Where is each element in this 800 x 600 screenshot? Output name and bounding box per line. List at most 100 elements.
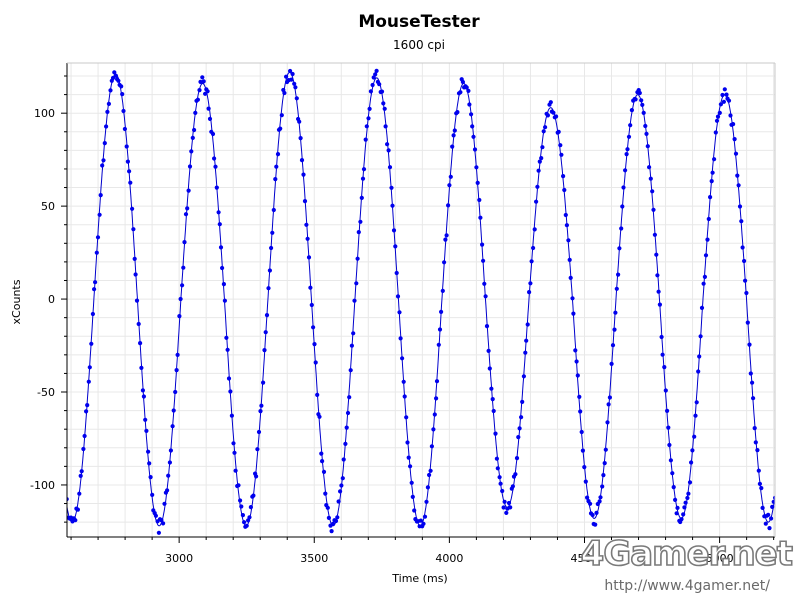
data-point — [323, 491, 328, 496]
data-point — [302, 199, 308, 204]
data-point — [254, 474, 259, 479]
data-point — [491, 408, 496, 414]
data-point — [214, 185, 219, 190]
data-point — [183, 212, 189, 217]
data-point — [110, 75, 116, 81]
data-point — [521, 374, 527, 379]
data-point — [470, 124, 475, 129]
data-point — [329, 529, 334, 534]
data-point — [667, 442, 672, 448]
data-point — [408, 464, 413, 469]
data-point — [161, 521, 166, 526]
data-point — [177, 314, 182, 319]
data-point — [311, 325, 316, 330]
data-point — [540, 145, 545, 150]
data-point — [577, 394, 582, 399]
data-point — [717, 110, 722, 115]
data-point — [705, 237, 710, 242]
data-point — [143, 417, 148, 422]
data-point — [397, 310, 402, 315]
data-point — [489, 386, 494, 391]
data-point — [108, 88, 113, 93]
data-point — [73, 518, 78, 523]
data-point — [200, 75, 205, 80]
data-point — [84, 409, 89, 414]
data-point — [467, 102, 472, 107]
x-tick-label: 4500 — [570, 552, 598, 565]
data-point — [602, 461, 607, 466]
data-point — [226, 376, 232, 381]
data-point — [517, 426, 522, 431]
data-point — [94, 250, 99, 255]
data-point — [256, 429, 262, 435]
data-point — [320, 459, 325, 464]
data-point — [217, 222, 222, 227]
data-point — [105, 109, 110, 114]
x-axis-ticks: 3000 3500 4000 4500 5000 — [70, 537, 775, 565]
data-point — [571, 311, 576, 316]
data-point — [556, 129, 561, 134]
data-point — [370, 82, 375, 88]
data-point — [247, 515, 252, 520]
data-point — [212, 156, 217, 161]
data-point — [645, 144, 650, 149]
data-point — [674, 511, 679, 516]
data-point — [255, 447, 260, 452]
data-point — [497, 475, 502, 480]
data-point — [405, 440, 410, 445]
y-tick-label: 50 — [41, 200, 55, 213]
data-point — [385, 142, 390, 147]
data-point — [220, 265, 225, 271]
data-point — [218, 245, 224, 250]
data-point — [735, 173, 740, 178]
data-point — [686, 491, 691, 496]
data-point — [421, 521, 426, 526]
data-point — [351, 331, 356, 336]
data-series — [67, 68, 775, 535]
data-point — [475, 180, 480, 185]
data-point — [240, 513, 245, 518]
data-point — [498, 481, 503, 486]
data-point — [317, 414, 322, 419]
data-point — [92, 287, 97, 292]
data-point — [290, 71, 295, 77]
data-point — [755, 448, 760, 453]
data-point — [75, 507, 80, 512]
data-point — [238, 498, 243, 503]
data-point — [675, 505, 680, 510]
data-point — [308, 285, 313, 290]
data-point — [639, 98, 644, 103]
data-point — [668, 458, 674, 463]
data-point — [598, 495, 603, 500]
data-point — [562, 187, 567, 193]
data-point — [628, 123, 633, 128]
data-point — [278, 126, 283, 131]
data-point — [532, 227, 537, 232]
data-point — [389, 185, 394, 190]
data-point — [86, 379, 91, 384]
data-point — [579, 429, 584, 435]
data-point — [146, 449, 151, 454]
data-point — [141, 394, 146, 399]
data-point — [374, 68, 379, 73]
data-point — [381, 101, 386, 106]
data-point — [643, 123, 648, 129]
data-point — [740, 245, 745, 250]
data-point — [144, 428, 149, 433]
data-point — [484, 324, 490, 329]
data-point — [655, 273, 660, 278]
data-point — [757, 481, 763, 486]
data-point — [425, 485, 430, 490]
chart-title: MouseTester — [358, 12, 480, 32]
y-tick-label: -100 — [30, 479, 55, 492]
data-point — [566, 238, 571, 243]
data-point — [410, 494, 415, 499]
data-point — [119, 84, 124, 89]
data-point — [539, 156, 544, 161]
data-point — [394, 270, 399, 276]
data-point — [593, 522, 598, 527]
data-point — [309, 302, 314, 308]
data-point — [359, 195, 364, 200]
data-point — [698, 334, 703, 339]
data-point — [432, 412, 437, 417]
